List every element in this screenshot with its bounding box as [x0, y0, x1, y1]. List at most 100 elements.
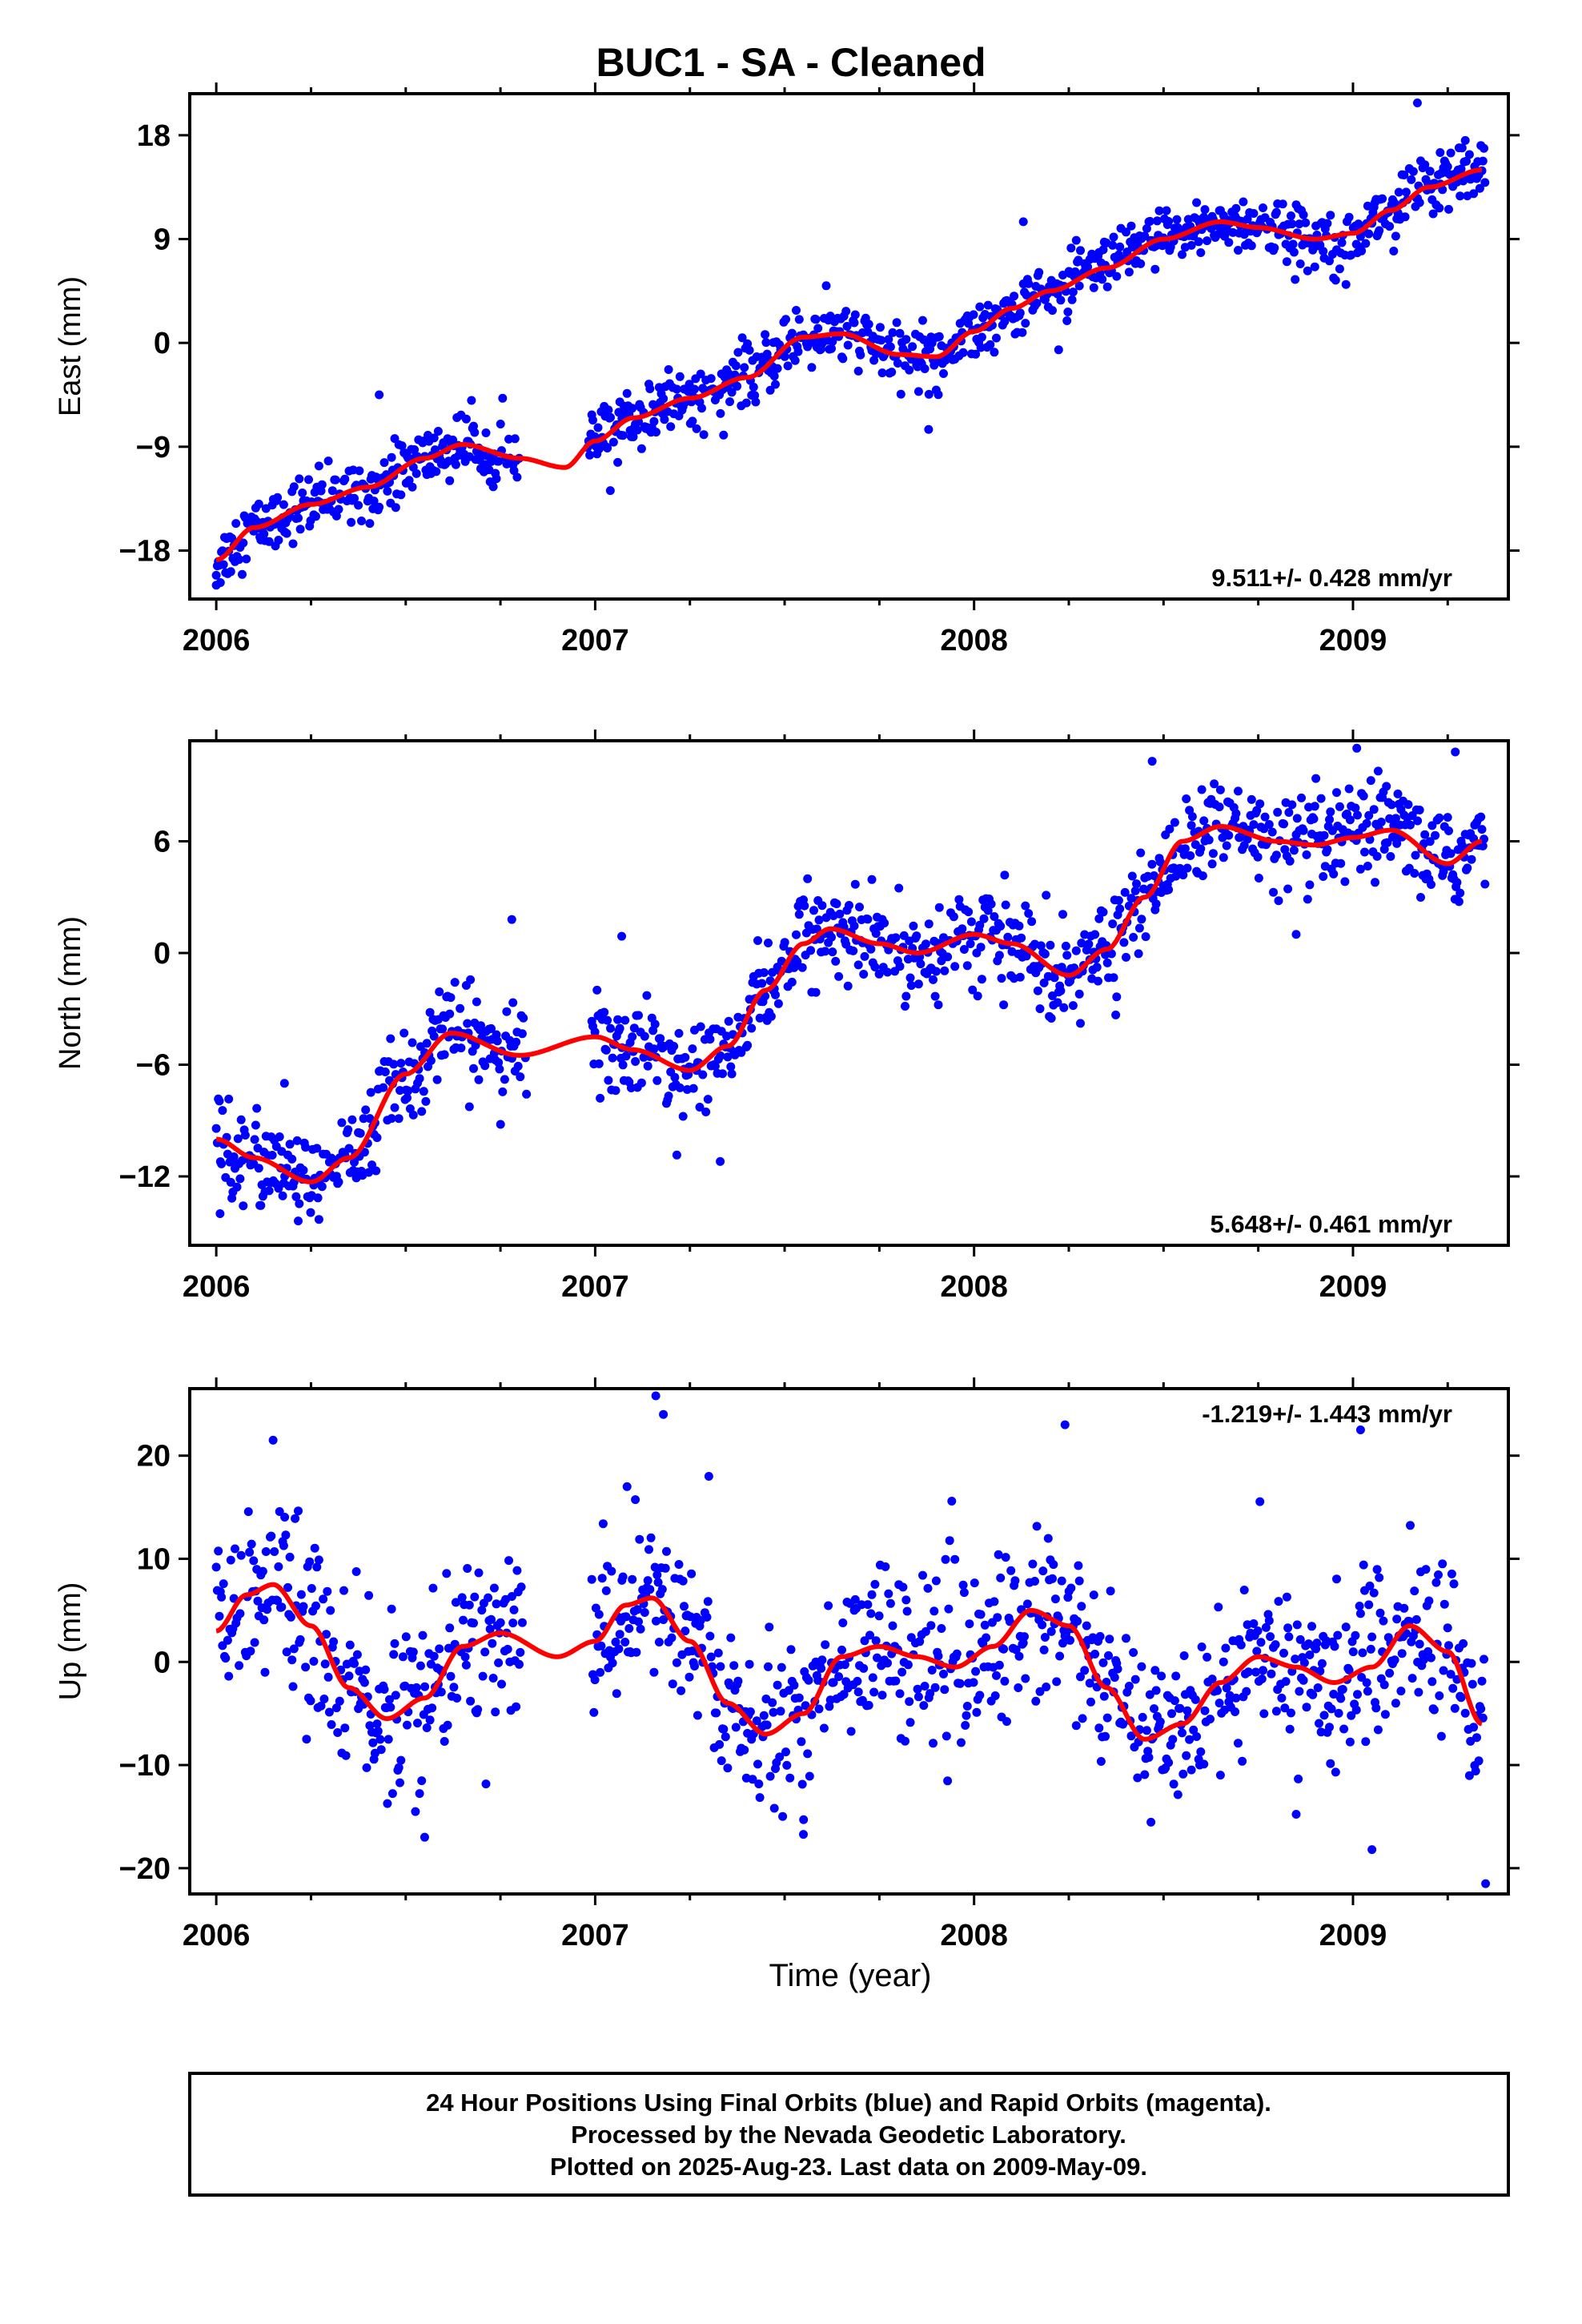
east-xtick-label: 2009	[1319, 624, 1387, 657]
east-point	[1178, 250, 1186, 259]
up-point	[352, 1650, 362, 1659]
up-point	[962, 1702, 972, 1711]
up-panel: 20 10 0 −10 −20 2006 2007 2008 2009 Up (mm) -1.219…	[54, 1377, 1520, 1952]
east-point	[1124, 267, 1134, 277]
east-point	[498, 393, 508, 403]
up-point	[824, 1601, 833, 1610]
up-point	[903, 1660, 913, 1670]
up-point	[412, 1683, 421, 1692]
up-point	[491, 1707, 500, 1717]
east-point	[294, 513, 303, 523]
east-point	[311, 512, 320, 521]
north-point	[640, 1031, 649, 1041]
up-point	[587, 1574, 596, 1584]
east-point	[920, 364, 930, 373]
east-point	[613, 457, 623, 467]
north-point	[1443, 813, 1452, 822]
east-point	[219, 560, 228, 569]
up-point	[1000, 1676, 1010, 1686]
up-point	[644, 1545, 653, 1554]
x-axis-label: Time (year)	[769, 1958, 932, 1993]
up-point	[351, 1567, 361, 1576]
up-point	[1411, 1614, 1421, 1624]
east-point	[1142, 223, 1151, 233]
up-point	[931, 1576, 941, 1586]
up-point	[305, 1557, 315, 1566]
up-point	[947, 1497, 957, 1506]
up-point	[715, 1739, 725, 1749]
east-point	[1323, 219, 1332, 228]
up-point	[740, 1745, 749, 1755]
east-point	[664, 365, 673, 374]
north-point	[1452, 878, 1462, 887]
east-point	[510, 434, 520, 444]
up-point	[1264, 1616, 1274, 1626]
north-point	[301, 1143, 311, 1152]
north-point	[999, 1000, 1009, 1010]
up-point	[1341, 1622, 1351, 1632]
east-point	[622, 388, 632, 398]
east-point	[295, 474, 304, 484]
up-point	[1407, 1674, 1417, 1683]
north-point	[1386, 852, 1395, 861]
east-point	[692, 424, 701, 433]
east-point	[1287, 211, 1295, 220]
north-point	[287, 1154, 297, 1164]
north-point	[386, 1034, 396, 1043]
east-point	[740, 363, 749, 372]
north-point	[1033, 986, 1042, 995]
east-point	[1390, 199, 1399, 208]
north-point	[806, 946, 816, 955]
up-point	[596, 1667, 605, 1677]
east-point	[983, 300, 993, 310]
north-point	[508, 998, 518, 1007]
north-point	[870, 963, 880, 971]
up-point	[507, 1592, 516, 1601]
up-point	[829, 1678, 838, 1687]
east-point	[355, 466, 364, 476]
east-point	[231, 519, 241, 529]
up-point	[1060, 1420, 1070, 1429]
up-point	[1090, 1650, 1100, 1659]
up-point	[459, 1615, 468, 1625]
up-point	[654, 1638, 664, 1647]
north-point	[1197, 785, 1207, 794]
up-ytick-label: 20	[137, 1440, 171, 1474]
up-point	[268, 1435, 278, 1445]
north-point	[250, 1135, 259, 1144]
north-point	[1406, 820, 1415, 830]
up-point	[481, 1779, 491, 1789]
north-point	[814, 915, 824, 925]
up-point	[288, 1682, 298, 1691]
up-point	[944, 1604, 954, 1614]
north-point	[480, 1061, 490, 1071]
up-point	[885, 1598, 895, 1608]
north-point	[592, 985, 602, 995]
up-point	[1253, 1626, 1263, 1635]
north-point	[975, 920, 985, 930]
north-point	[1329, 869, 1339, 879]
up-point	[918, 1570, 927, 1580]
north-point	[1425, 837, 1435, 846]
up-point	[706, 1652, 716, 1662]
east-point	[304, 475, 313, 485]
up-point	[860, 1636, 869, 1646]
up-point	[1373, 1725, 1383, 1735]
up-point	[246, 1647, 255, 1656]
up-point	[341, 1751, 351, 1760]
north-point	[1476, 812, 1486, 822]
north-point	[672, 1150, 681, 1160]
up-point	[279, 1541, 288, 1550]
east-point	[934, 390, 943, 400]
up-point	[452, 1694, 462, 1703]
up-point	[449, 1683, 459, 1692]
east-y-axis-label: East (mm)	[54, 276, 87, 416]
north-point	[1207, 859, 1217, 869]
up-point	[301, 1663, 311, 1672]
east-point	[1115, 242, 1125, 251]
north-point	[419, 1087, 428, 1096]
east-point	[821, 281, 831, 291]
up-point	[396, 1755, 406, 1765]
north-points	[211, 743, 1490, 1226]
east-point	[317, 480, 327, 489]
